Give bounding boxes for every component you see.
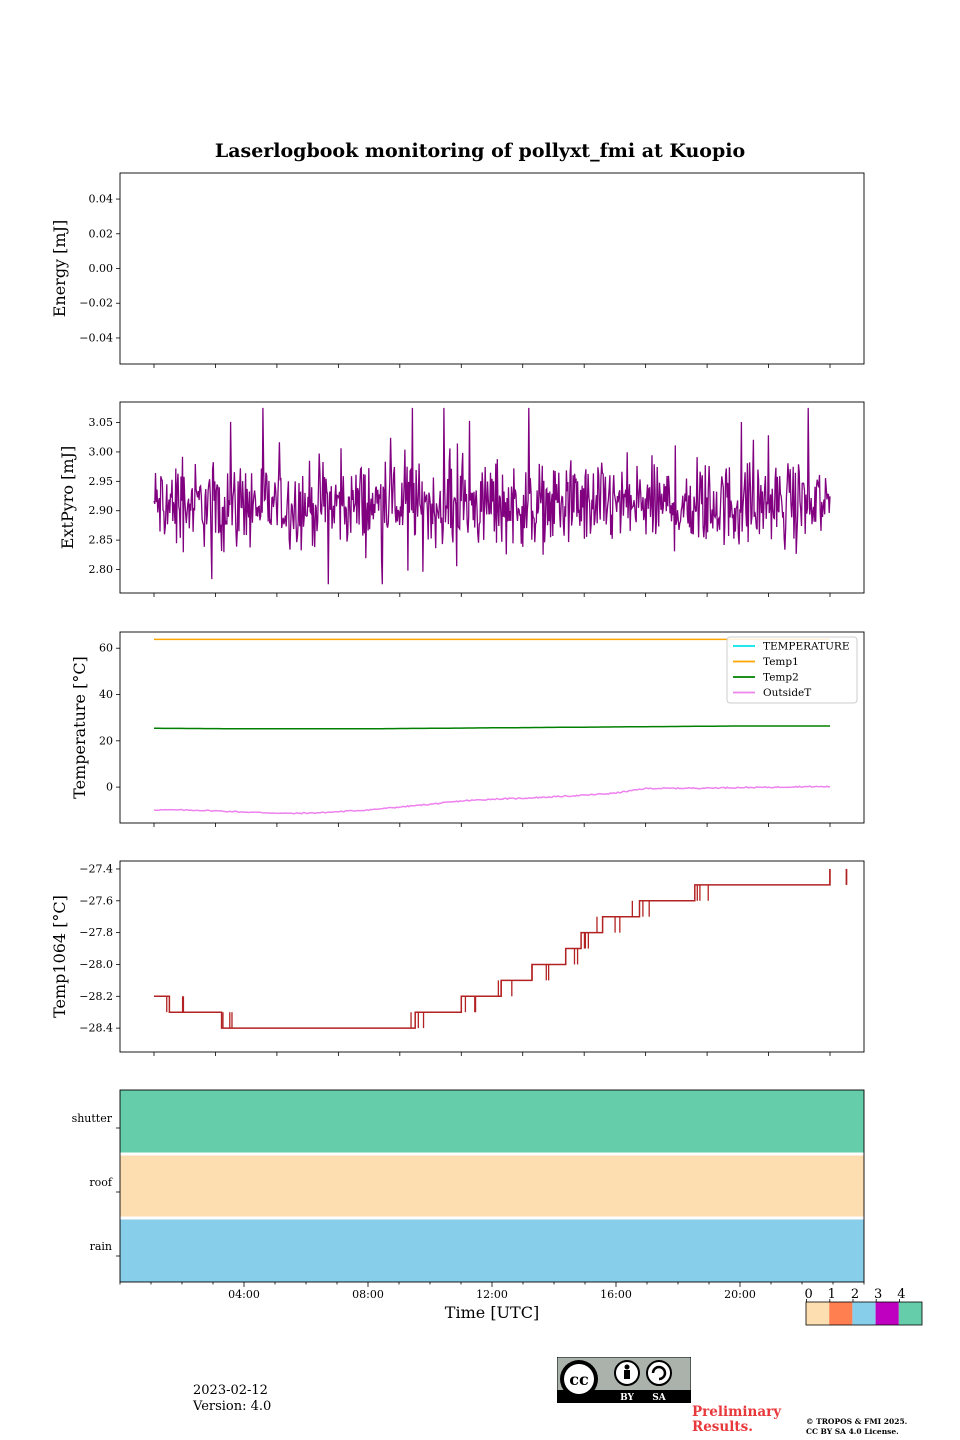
- ytick-label: −27.6: [79, 894, 113, 907]
- ytick-label: 0.00: [89, 262, 114, 275]
- ytick-label: −27.4: [79, 862, 113, 875]
- status-label-roof: roof: [89, 1176, 113, 1189]
- ytick-label: 2.95: [89, 475, 114, 488]
- xtick-label: 12:00: [476, 1288, 508, 1301]
- ytick-label: 40: [99, 688, 113, 701]
- cc-sa-label: SA: [652, 1393, 666, 1403]
- preliminary-note: Preliminary Results.: [692, 1405, 781, 1435]
- colorbar-label: 0: [804, 1287, 812, 1302]
- legend-label: OutsideT: [763, 687, 811, 699]
- status-label-shutter: shutter: [72, 1112, 113, 1125]
- ytick-label: 60: [99, 642, 113, 655]
- ytick-label: 2.90: [89, 504, 114, 517]
- status-row-rain: [120, 1218, 864, 1282]
- y-axis-label-energy: Energy [mJ]: [50, 220, 69, 318]
- series-line-temp2: [154, 725, 830, 730]
- series-line-extpyro: [153, 407, 831, 585]
- legend-label: Temp1: [763, 656, 799, 668]
- ytick-label: 0.02: [89, 227, 114, 240]
- panel-extpyro-frame: [119, 401, 865, 594]
- xtick-label: 08:00: [352, 1288, 384, 1301]
- y-axis-label-extpyro: ExtPyro [mJ]: [58, 446, 77, 549]
- colorbar-cell: [852, 1302, 876, 1325]
- legend-box: [726, 636, 858, 704]
- cc-license-badge: cc BY SA: [557, 1357, 691, 1403]
- copyright-line1: © TROPOS & FMI 2025.: [806, 1417, 908, 1426]
- preliminary-line2: Results.: [692, 1419, 753, 1435]
- legend-label: TEMPERATURE: [763, 641, 850, 653]
- panel-temperature-frame: [119, 631, 865, 824]
- colorbar-cell: [898, 1302, 922, 1325]
- y-axis-label-temperature: Temperature [°C]: [70, 656, 89, 799]
- copyright-line2: CC BY SA 4.0 License.: [806, 1427, 899, 1436]
- colorbar-cell: [806, 1302, 830, 1325]
- xtick-label: 16:00: [600, 1288, 632, 1301]
- panel-energy-frame: [119, 172, 865, 365]
- ytick-label: 3.05: [89, 416, 114, 429]
- ytick-label: −28.2: [79, 990, 113, 1003]
- page-title: Laserlogbook monitoring of pollyxt_fmi a…: [214, 140, 746, 162]
- y-axis-label-temp1064: Temp1064 [°C]: [50, 895, 69, 1018]
- ytick-label: −28.0: [79, 958, 113, 971]
- status-row-roof: [120, 1154, 864, 1218]
- series-line-temp1064: [154, 869, 831, 1029]
- preliminary-line1: Preliminary: [692, 1404, 782, 1420]
- colorbar-label: 1: [828, 1287, 836, 1302]
- ytick-label: −27.8: [79, 926, 113, 939]
- xtick-label: 20:00: [724, 1288, 756, 1301]
- colorbar-cell: [875, 1302, 899, 1325]
- status-row-shutter: [120, 1090, 864, 1154]
- colorbar-label: 3: [874, 1287, 882, 1302]
- ytick-label: 2.80: [89, 563, 114, 576]
- ytick-label: 0: [106, 781, 113, 794]
- copyright-note: © TROPOS & FMI 2025. CC BY SA 4.0 Licens…: [806, 1417, 907, 1437]
- ytick-label: 20: [99, 734, 113, 747]
- status-label-rain: rain: [90, 1240, 112, 1253]
- x-axis-label: Time [UTC]: [445, 1303, 539, 1322]
- series-line-outsidet: [153, 785, 831, 815]
- cc-by-label: BY: [620, 1393, 634, 1403]
- footer-date-version: 2023-02-12 Version: 4.0: [193, 1383, 271, 1415]
- colorbar-cell: [829, 1302, 853, 1325]
- xtick-label: 04:00: [228, 1288, 260, 1301]
- ytick-label: −28.4: [79, 1022, 113, 1035]
- legend-label: Temp2: [763, 672, 799, 684]
- footer-date: 2023-02-12: [193, 1383, 268, 1398]
- ytick-label: 2.85: [89, 534, 114, 547]
- ytick-label: −0.02: [79, 297, 113, 310]
- footer-version: Version: 4.0: [193, 1399, 272, 1414]
- legend: TEMPERATURE Temp1 Temp2 OutsideT: [726, 636, 858, 704]
- ytick-label: 3.00: [89, 445, 114, 458]
- panel-temp1064-frame: [119, 860, 865, 1053]
- colorbar-label: 2: [851, 1287, 859, 1302]
- ytick-label: 0.04: [89, 193, 114, 206]
- colorbar-label: 4: [897, 1287, 905, 1302]
- ytick-label: −0.04: [79, 331, 113, 344]
- svg-text:cc: cc: [569, 1370, 589, 1389]
- colorbar-frame: [805, 1301, 923, 1326]
